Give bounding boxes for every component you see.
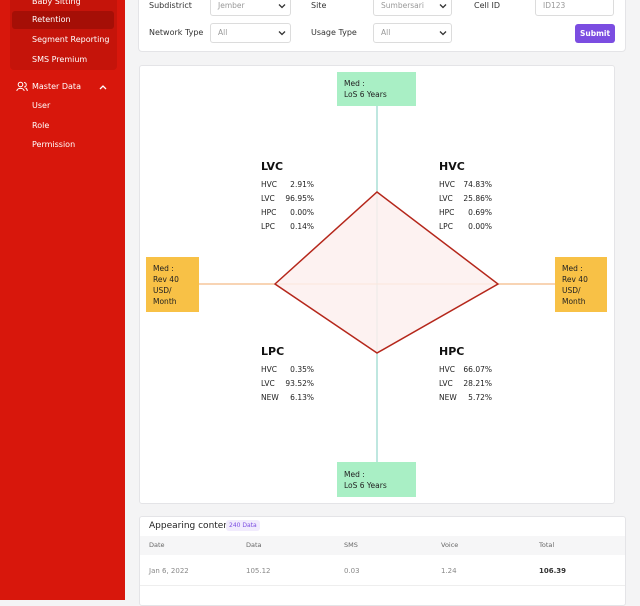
badge: 240 Data	[226, 520, 260, 531]
median-box	[337, 72, 416, 106]
median-text: Month	[153, 296, 177, 306]
segment-value: 2.91%	[290, 180, 314, 189]
segment-label: NEW	[261, 393, 279, 402]
column-header: SMS	[344, 541, 358, 549]
median-text: Med :	[344, 469, 365, 479]
segment-value: 93.52%	[285, 379, 314, 388]
menu-item[interactable]: Permission	[32, 140, 76, 149]
segment-value: 25.86%	[463, 194, 492, 203]
segment-value: 5.72%	[468, 393, 492, 402]
segment-label: HVC	[261, 180, 278, 189]
chevron-icon	[99, 85, 107, 90]
segment-label: HPC	[439, 208, 455, 217]
segment-value: 28.21%	[463, 379, 492, 388]
select[interactable]: All	[373, 23, 452, 43]
median-box	[555, 257, 607, 312]
median-text: Med :	[562, 263, 583, 273]
chevron-icon	[439, 4, 447, 9]
table-cell: 106.39	[539, 567, 567, 575]
field-label: Usage Type	[311, 28, 357, 37]
menu-item[interactable]: Role	[32, 121, 50, 130]
text-input[interactable]: ID123	[535, 0, 614, 16]
segment-value: 74.83%	[463, 180, 492, 189]
menu-item-active[interactable]: Retention	[12, 11, 114, 29]
quadrant-title: HVC	[439, 160, 465, 173]
segment-label: HVC	[261, 365, 278, 374]
sidebar	[0, 0, 125, 600]
field-label: Network Type	[149, 28, 204, 37]
median-text: Med :	[153, 263, 174, 273]
table-header	[140, 536, 625, 555]
quadrant-title: HPC	[439, 345, 465, 358]
users-icon	[16, 81, 28, 92]
median-text: Rev 40	[562, 274, 588, 284]
table-card	[139, 516, 626, 606]
segment-label: HVC	[439, 365, 456, 374]
quadrant-title: LVC	[261, 160, 284, 173]
menu-item[interactable]: Baby Sitting	[32, 0, 81, 6]
table-title: Appearing content	[149, 521, 233, 531]
column-header: Date	[149, 541, 165, 549]
segment-label: HVC	[439, 180, 456, 189]
segment-label: NEW	[439, 393, 457, 402]
column-header: Total	[539, 541, 555, 549]
segment-value: 0.00%	[290, 208, 314, 217]
select[interactable]: All	[210, 23, 291, 43]
menu-item[interactable]: SMS Premium	[32, 55, 88, 64]
segment-label: LPC	[439, 222, 453, 231]
quadrant-title: LPC	[261, 345, 285, 358]
segment-label: HPC	[261, 208, 277, 217]
menu-group[interactable]: Master Data	[32, 82, 81, 91]
median-text: Med :	[344, 79, 365, 88]
median-text: USD/	[153, 285, 172, 295]
segment-value: 0.69%	[468, 208, 492, 217]
table-cell: 1.24	[441, 567, 457, 575]
segment-value: 0.35%	[290, 365, 314, 374]
segment-value: 96.95%	[285, 194, 314, 203]
table-cell: 0.03	[344, 567, 360, 575]
segment-label: LVC	[261, 194, 275, 203]
segment-value: 6.13%	[290, 393, 314, 402]
column-header: Data	[246, 541, 262, 549]
median-text: USD/	[562, 285, 581, 295]
median-box	[146, 257, 199, 312]
chevron-icon	[278, 31, 286, 36]
table-cell: 105.12	[246, 567, 271, 575]
field-label: Subdistrict	[149, 1, 192, 10]
median-text: LoS 6 Years	[344, 480, 387, 490]
segment-label: LPC	[261, 222, 275, 231]
field-label: Cell ID	[474, 1, 501, 10]
segment-value: 66.07%	[463, 365, 492, 374]
segment-label: LVC	[261, 379, 275, 388]
select[interactable]: Jember	[210, 0, 291, 16]
menu-item[interactable]: Segment Reporting	[32, 35, 110, 44]
table-cell: Jan 6, 2022	[149, 567, 189, 575]
chevron-icon	[439, 31, 447, 36]
field-label: Site	[311, 1, 327, 10]
submit-button[interactable]: Submit	[575, 24, 615, 43]
chevron-icon	[278, 4, 286, 9]
table-row	[140, 557, 625, 586]
select[interactable]: Sumbersari	[373, 0, 452, 16]
median-text: LoS 6 Years	[344, 90, 387, 99]
median-text: Rev 40	[153, 274, 179, 284]
menu-item[interactable]: User	[32, 101, 51, 110]
column-header: Voice	[441, 541, 459, 549]
median-text: Month	[562, 296, 586, 306]
segment-label: LVC	[439, 194, 453, 203]
segment-value: 0.14%	[290, 222, 314, 231]
segment-value: 0.00%	[468, 222, 492, 231]
segment-label: LVC	[439, 379, 453, 388]
median-box	[337, 462, 416, 497]
